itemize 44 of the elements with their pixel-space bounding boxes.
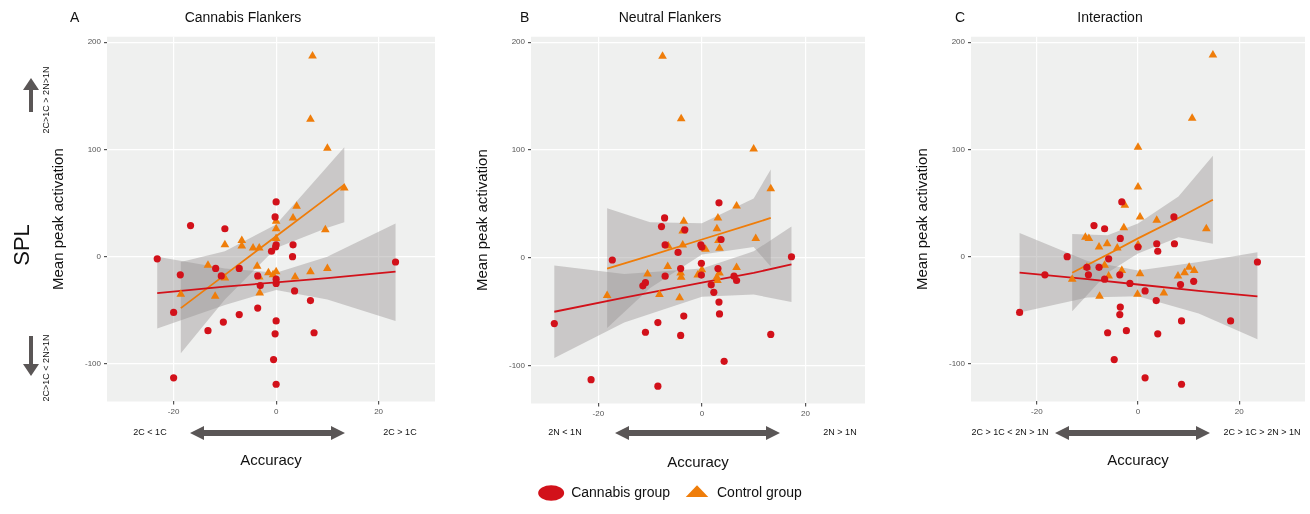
text: A bbox=[70, 9, 80, 25]
x-tick-label: -20 bbox=[167, 407, 180, 417]
x-tick-label: -20 bbox=[1031, 407, 1044, 417]
text: 2C>1C > 2N>1N bbox=[41, 66, 51, 134]
x-axis-title: Accuracy bbox=[1107, 451, 1170, 469]
x-tick-label: 20 bbox=[801, 409, 811, 419]
y-tick-label: 0 bbox=[520, 253, 526, 263]
y-tick-label: 200 bbox=[87, 37, 102, 47]
x-tick-label: 0 bbox=[699, 409, 705, 419]
x-axis-title: Accuracy bbox=[667, 453, 730, 471]
text: SPL bbox=[9, 224, 35, 266]
text: 2C>1C < 2N>1N bbox=[41, 334, 51, 402]
y-axis-title: Mean peak activation bbox=[49, 148, 67, 290]
text: B bbox=[520, 9, 530, 25]
y-tick-label: -100 bbox=[85, 359, 102, 369]
text: C bbox=[955, 9, 966, 25]
y-tick-label: 0 bbox=[960, 251, 966, 261]
x-tick-label: 20 bbox=[374, 407, 384, 417]
chart-title: Cannabis Flankers bbox=[184, 9, 302, 26]
y-tick-label: 100 bbox=[951, 144, 966, 154]
text: 2C > 1C bbox=[383, 427, 417, 437]
y-tick-label: 200 bbox=[511, 37, 526, 47]
x-tick-label: 0 bbox=[1135, 407, 1141, 417]
text: 2C < 1C bbox=[133, 427, 167, 437]
text: 2C > 1C > 2N > 1N bbox=[1223, 427, 1301, 437]
x-axis-title: Accuracy bbox=[240, 451, 303, 469]
y-axis-title: Mean peak activation bbox=[473, 149, 491, 291]
x-tick-label: 20 bbox=[1234, 407, 1245, 417]
chart-title: Neutral Flankers bbox=[618, 9, 722, 26]
x-tick-label: -20 bbox=[592, 409, 605, 419]
y-tick-label: 100 bbox=[87, 144, 102, 154]
y-axis-title: Mean peak activation bbox=[913, 148, 931, 290]
x-tick-label: 0 bbox=[273, 407, 279, 417]
text: 2N < 1N bbox=[548, 427, 582, 437]
y-tick-label: -100 bbox=[949, 359, 966, 369]
y-tick-label: 200 bbox=[951, 37, 966, 47]
text: 2C > 1C < 2N > 1N bbox=[971, 427, 1049, 437]
text: 2N > 1N bbox=[823, 427, 857, 437]
y-tick-label: 0 bbox=[96, 251, 102, 261]
chart-title: Interaction bbox=[1077, 9, 1143, 26]
legend-label: Control group bbox=[717, 483, 803, 500]
y-tick-label: -100 bbox=[509, 360, 526, 370]
y-tick-label: 100 bbox=[511, 145, 526, 155]
legend-label: Cannabis group bbox=[571, 483, 671, 500]
